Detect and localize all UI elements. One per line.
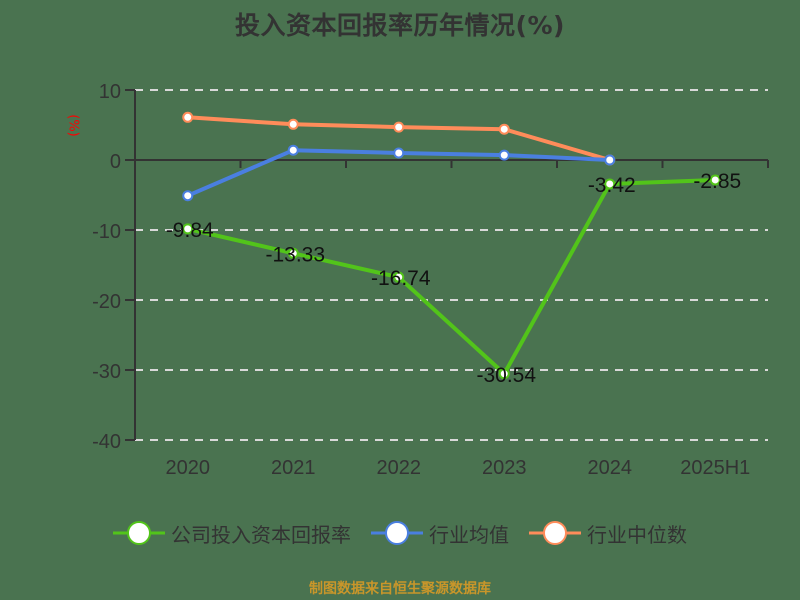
y-tick-label: -20: [92, 291, 121, 313]
data-point[interactable]: [604, 178, 616, 190]
x-tick-label: 2025H1: [680, 457, 750, 479]
legend-line-marker-icon: [113, 521, 165, 545]
chart-title: 投入资本回报率历年情况(%): [235, 11, 565, 40]
data-point[interactable]: [709, 174, 721, 186]
legend-line-marker-icon: [529, 521, 581, 545]
x-tick-label: 2022: [377, 457, 422, 479]
legend-item-2[interactable]: 行业中位数: [529, 518, 687, 548]
data-label: -13.33: [265, 243, 325, 266]
legend-label: 行业均值: [429, 522, 509, 547]
data-point[interactable]: [287, 247, 299, 259]
data-label: -2.85: [693, 170, 741, 193]
series-1: [182, 144, 616, 202]
data-point[interactable]: [182, 190, 194, 202]
x-tick-label: 2021: [271, 457, 316, 479]
data-point[interactable]: [393, 147, 405, 159]
data-label: -30.54: [476, 364, 536, 387]
data-point[interactable]: [498, 368, 510, 380]
data-source-note: 制图数据来自恒生聚源数据库: [309, 581, 491, 597]
y-tick-label: 0: [110, 151, 121, 173]
data-label: -16.74: [371, 267, 431, 290]
y-tick-label: -40: [92, 431, 121, 453]
data-point[interactable]: [287, 118, 299, 130]
x-tick-label: 2023: [482, 457, 527, 479]
data-point[interactable]: [182, 223, 194, 235]
legend-label: 公司投入资本回报率: [171, 522, 351, 547]
series-0: -9.84 -13.33 -16.74 -30.54 -3.42 -2.85: [166, 170, 741, 387]
legend-item-0[interactable]: 公司投入资本回报率: [113, 518, 351, 548]
data-point[interactable]: [498, 149, 510, 161]
legend-item-1[interactable]: 行业均值: [371, 518, 509, 548]
y-tick-label: -10: [92, 221, 121, 243]
data-label: -3.42: [588, 174, 636, 197]
data-point[interactable]: [393, 121, 405, 133]
data-point[interactable]: [604, 154, 616, 166]
y-tick-label: -30: [92, 361, 121, 383]
y-tick-label: 10: [99, 81, 121, 103]
data-point[interactable]: [498, 123, 510, 135]
series-line: [187, 177, 716, 376]
data-point[interactable]: [393, 271, 405, 283]
data-label: -9.84: [166, 219, 214, 242]
legend-line-marker-icon: [371, 521, 423, 545]
legend: 公司投入资本回报率 行业均值 行业中位数: [0, 518, 800, 548]
x-tick-label: 2020: [166, 457, 211, 479]
data-point[interactable]: [182, 111, 194, 123]
data-point[interactable]: [287, 144, 299, 156]
legend-label: 行业中位数: [587, 522, 687, 547]
x-tick-label: 2024: [588, 457, 633, 479]
